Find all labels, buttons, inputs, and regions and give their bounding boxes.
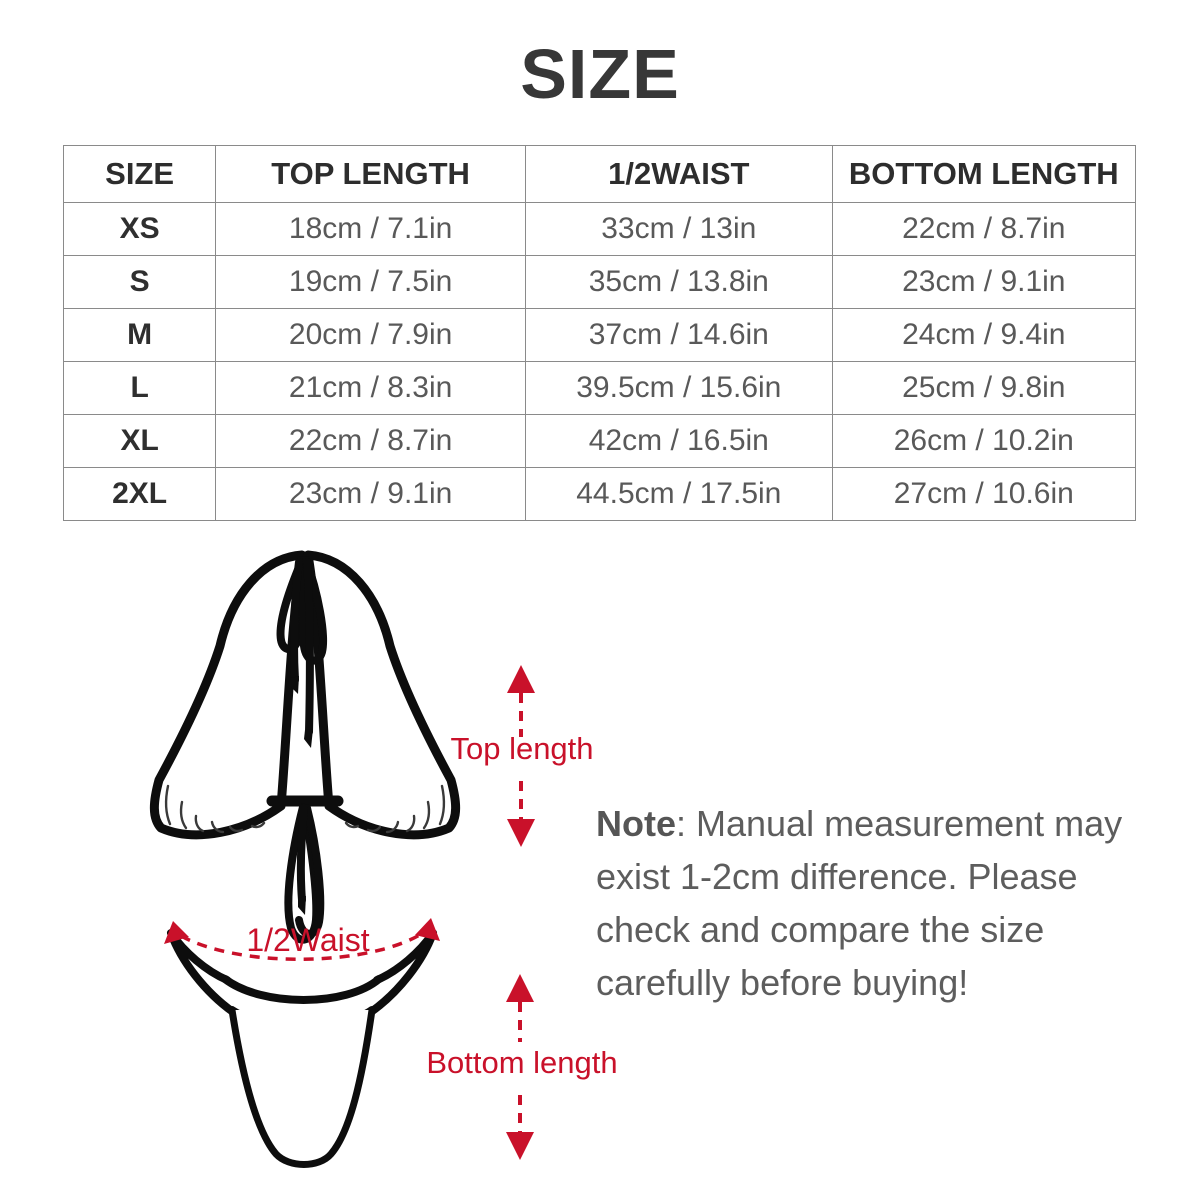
top-length-value: 20cm / 7.9in <box>215 308 527 362</box>
top-length-value: 22cm / 8.7in <box>215 414 527 468</box>
column-header-half-waist: 1/2WAIST <box>525 145 833 203</box>
column-header-bottom-length: BOTTOM LENGTH <box>831 145 1137 203</box>
table-row: 2XL 23cm / 9.1in 44.5cm / 17.5in 27cm / … <box>62 467 1137 521</box>
column-header-size: SIZE <box>62 145 217 203</box>
size-value: M <box>62 308 217 362</box>
half-waist-value: 42cm / 16.5in <box>525 414 833 468</box>
table-row: M 20cm / 7.9in 37cm / 14.6in 24cm / 9.4i… <box>62 308 1137 362</box>
top-length-value: 19cm / 7.5in <box>215 255 527 309</box>
top-length-value: 18cm / 7.1in <box>215 202 527 256</box>
top-length-label: Top length <box>450 731 593 766</box>
note-text: Note: Manual measurement may exist 1-2cm… <box>596 797 1156 1009</box>
note-line: check and compare the size <box>596 909 1045 950</box>
bottom-length-value: 27cm / 10.6in <box>831 467 1137 521</box>
size-value: XL <box>62 414 217 468</box>
bikini-top-illustration <box>149 550 461 944</box>
note-line: exist 1-2cm difference. Please <box>596 856 1078 897</box>
bikini-bottom-illustration <box>167 929 437 1168</box>
table-row: XL 22cm / 8.7in 42cm / 16.5in 26cm / 10.… <box>62 414 1137 468</box>
half-waist-label: 1/2Waist <box>246 922 369 958</box>
bottom-length-value: 26cm / 10.2in <box>831 414 1137 468</box>
half-waist-value: 33cm / 13in <box>525 202 833 256</box>
measurement-diagram: Top length 1/2Waist Bottom length <box>149 550 618 1168</box>
size-value: XS <box>62 202 217 256</box>
bottom-length-value: 24cm / 9.4in <box>831 308 1137 362</box>
note-line: carefully before buying! <box>596 962 969 1003</box>
table-row: S 19cm / 7.5in 35cm / 13.8in 23cm / 9.1i… <box>62 255 1137 309</box>
bottom-length-label: Bottom length <box>426 1045 617 1080</box>
bottom-length-value: 25cm / 9.8in <box>831 361 1137 415</box>
top-length-arrow-icon <box>507 665 535 847</box>
top-length-value: 21cm / 8.3in <box>215 361 527 415</box>
half-waist-arrow-icon <box>164 918 440 962</box>
table-header-row: SIZE TOP LENGTH 1/2WAIST BOTTOM LENGTH <box>62 145 1137 203</box>
size-table: SIZE TOP LENGTH 1/2WAIST BOTTOM LENGTH X… <box>62 145 1137 521</box>
size-value: 2XL <box>62 467 217 521</box>
size-value: L <box>62 361 217 415</box>
note-label: Note <box>596 803 676 844</box>
top-length-value: 23cm / 9.1in <box>215 467 527 521</box>
column-header-top-length: TOP LENGTH <box>215 145 527 203</box>
note-line: Note: Manual measurement may <box>596 803 1123 844</box>
page-title: SIZE <box>520 35 680 113</box>
bottom-length-arrow-icon <box>506 974 534 1160</box>
half-waist-value: 37cm / 14.6in <box>525 308 833 362</box>
table-row: XS 18cm / 7.1in 33cm / 13in 22cm / 8.7in <box>62 202 1137 256</box>
half-waist-value: 44.5cm / 17.5in <box>525 467 833 521</box>
bottom-length-value: 23cm / 9.1in <box>831 255 1137 309</box>
half-waist-value: 39.5cm / 15.6in <box>525 361 833 415</box>
size-value: S <box>62 255 217 309</box>
half-waist-value: 35cm / 13.8in <box>525 255 833 309</box>
table-row: L 21cm / 8.3in 39.5cm / 15.6in 25cm / 9.… <box>62 361 1137 415</box>
bottom-length-value: 22cm / 8.7in <box>831 202 1137 256</box>
